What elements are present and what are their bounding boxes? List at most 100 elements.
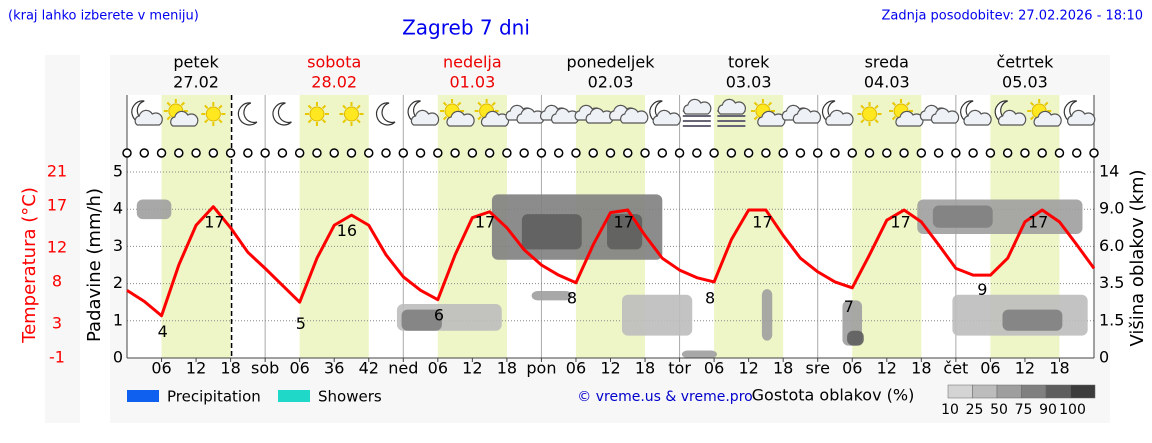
temperature-label: 17	[752, 212, 772, 231]
cloud-patch	[531, 291, 572, 301]
wind-marker	[795, 148, 806, 158]
sun-ray	[891, 101, 897, 107]
weather-icon	[375, 102, 396, 126]
cloud	[792, 107, 822, 124]
weather-icon	[440, 99, 475, 127]
cloud	[620, 107, 649, 124]
x-tick-label: 12	[186, 359, 206, 378]
sun-ray	[342, 104, 347, 110]
wind-marker	[398, 148, 409, 158]
wind-marker	[864, 148, 875, 158]
temperature-label: 9	[977, 280, 987, 299]
precip-tick-label: 0	[113, 348, 123, 367]
wind-marker	[174, 148, 184, 158]
wind-marker	[1071, 148, 1082, 158]
cloud-patch	[681, 350, 717, 358]
cloud-height-tick-label: 14	[1099, 162, 1119, 181]
legend-label: Precipitation	[167, 388, 261, 406]
precip-tick-label: 3	[113, 236, 123, 255]
wind-marker	[605, 148, 616, 158]
weather-icon	[717, 98, 746, 127]
cloud	[997, 109, 1027, 126]
weather-icon	[237, 102, 258, 126]
day-date: 03.03	[726, 73, 772, 92]
density-swatch	[1070, 384, 1096, 399]
cloud	[170, 110, 199, 127]
wind-marker	[467, 148, 478, 158]
wind-marker	[847, 148, 857, 158]
x-tick-label: 42	[359, 359, 379, 378]
daylight-band	[852, 95, 922, 358]
temperature-label: 6	[434, 305, 444, 324]
wind-marker	[657, 148, 668, 158]
temperature-tick-label: 21	[47, 162, 67, 181]
wind-marker	[899, 148, 909, 158]
wind-marker	[778, 148, 788, 158]
weather-icon	[919, 104, 960, 124]
x-tick-label: 18	[1049, 359, 1069, 378]
wind-marker	[156, 148, 167, 158]
weather-icon	[889, 99, 924, 127]
sun-ray	[204, 118, 209, 124]
wind-marker	[726, 148, 737, 158]
wind-marker	[243, 148, 253, 158]
sun	[205, 106, 221, 122]
sun-ray	[491, 101, 496, 107]
x-tick-label: 06	[842, 359, 862, 378]
sun-ray	[860, 118, 865, 124]
cloud-patch	[761, 289, 773, 341]
x-tick-label: 12	[1015, 359, 1035, 378]
density-label: 100	[1059, 402, 1086, 418]
density-swatch	[1021, 384, 1047, 399]
sun-ray	[442, 115, 448, 121]
moon	[237, 102, 258, 126]
wind-marker	[674, 148, 685, 158]
day-name: nedelja	[443, 53, 502, 72]
x-tick-label: 06	[704, 359, 724, 378]
weather-icon	[474, 99, 510, 127]
sun-ray	[204, 104, 209, 110]
density-swatch	[947, 384, 973, 399]
legend-swatch	[278, 390, 310, 402]
wind-marker	[277, 148, 288, 158]
day-name: torek	[728, 53, 770, 72]
x-tick-label: 06	[428, 359, 448, 378]
sun-ray	[767, 101, 773, 107]
weather-icon	[649, 100, 681, 126]
menu-note: (kraj lahko izberete v meniju)	[8, 9, 199, 24]
sun-ray	[891, 115, 897, 121]
temperature-label: 17	[475, 212, 495, 231]
x-tick-label: 06	[980, 359, 1000, 378]
precip-tick-label: 2	[113, 273, 123, 292]
temperature-tick-label: -1	[49, 348, 65, 367]
cloud	[717, 98, 746, 115]
wind-marker	[743, 148, 754, 158]
wind-marker	[692, 148, 702, 158]
wind-marker	[260, 148, 270, 158]
weather-icon	[163, 99, 199, 127]
x-tick-label: 18	[911, 359, 931, 378]
wind-marker	[588, 148, 598, 158]
temperature-tick-label: 17	[47, 195, 67, 214]
x-tick-label: 12	[462, 359, 482, 378]
temperature-label: 16	[337, 221, 357, 240]
wind-marker	[415, 148, 426, 158]
temperature-label: 4	[158, 322, 168, 341]
cloud	[825, 109, 854, 126]
x-tick-label: čet	[943, 359, 968, 378]
cloud-patch	[847, 330, 864, 346]
wind-marker	[294, 148, 305, 158]
weather-icon	[609, 104, 649, 124]
density-swatch	[1045, 384, 1071, 399]
x-tick-label: 12	[738, 359, 758, 378]
sun-ray	[442, 101, 448, 107]
temperature-line	[126, 205, 1096, 318]
cloud	[963, 109, 992, 126]
sun-ray	[307, 118, 312, 124]
x-tick-label: 18	[773, 359, 793, 378]
chart-title: Zagreb 7 dni	[402, 16, 530, 40]
wind-marker	[519, 148, 529, 158]
sun	[309, 106, 325, 122]
cloud	[652, 109, 681, 126]
sun-ray	[166, 101, 171, 107]
